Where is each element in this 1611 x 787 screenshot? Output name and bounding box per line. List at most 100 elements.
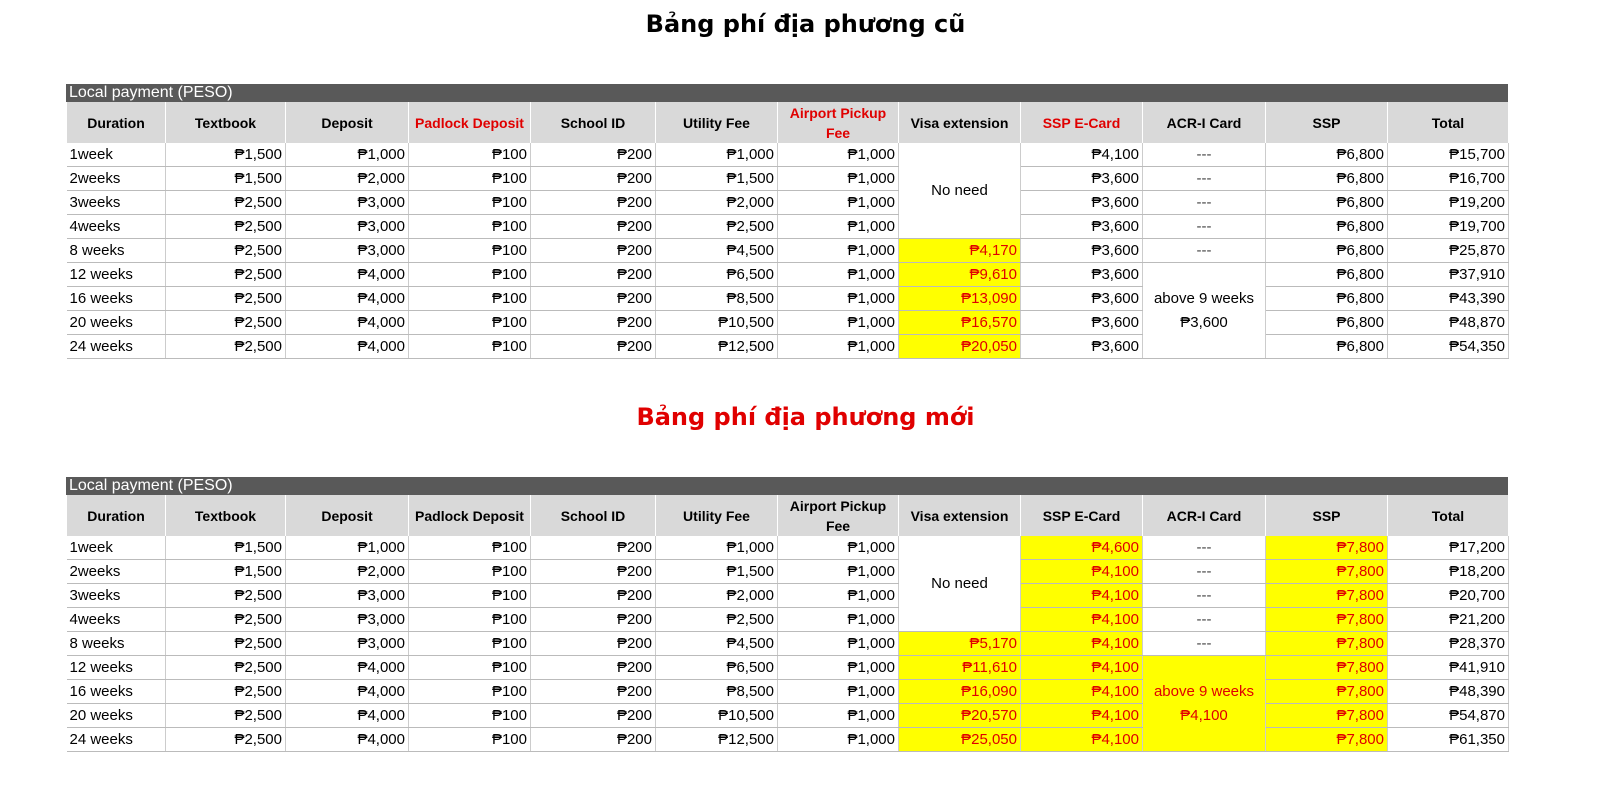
fee-cell: ₱2,500 (655, 214, 778, 239)
fee-cell: ₱19,200 (1387, 190, 1509, 215)
fee-cell: ₱4,500 (655, 631, 778, 656)
fee-cell: ₱100 (408, 214, 531, 239)
fee-cell: ₱6,800 (1265, 262, 1388, 287)
column-header: SSP (1265, 102, 1388, 143)
column-header: Airport Pickup Fee (777, 495, 899, 536)
fee-cell: --- (1142, 143, 1266, 167)
column-header: School ID (530, 102, 656, 143)
fee-cell: ₱4,100 (1020, 631, 1143, 656)
fee-cell: ₱10,500 (655, 703, 778, 728)
duration-cell: 24 weeks (66, 334, 166, 359)
fee-cell: ₱1,000 (777, 559, 899, 584)
fee-cell: ₱2,500 (165, 655, 286, 680)
fee-cell: ₱2,500 (165, 286, 286, 311)
fee-cell: ₱100 (408, 310, 531, 335)
fee-cell: ₱6,800 (1265, 334, 1388, 359)
table-row: 2weeks ₱1,500 ₱2,000 ₱100 ₱200 ₱1,500 ₱1,000 ₱3… (66, 166, 1509, 191)
fee-cell: ₱200 (530, 214, 656, 239)
fee-cell: ₱1,000 (777, 655, 899, 680)
fee-cell: ₱16,570 (898, 310, 1021, 335)
fee-cell: ₱200 (530, 166, 656, 191)
column-header: Textbook (165, 102, 286, 143)
fee-cell: ₱2,500 (165, 583, 286, 608)
fee-cell: ₱6,800 (1265, 143, 1388, 167)
fee-cell: ₱100 (408, 536, 531, 560)
duration-cell: 3weeks (66, 190, 166, 215)
fee-cell: ₱61,350 (1387, 727, 1509, 752)
table-row: 1week ₱1,500 ₱1,000 ₱100 ₱200 ₱1,000 ₱1,000 No … (66, 143, 1509, 239)
fee-cell: ₱200 (530, 190, 656, 215)
column-header: Padlock Deposit (408, 102, 531, 143)
fee-cell: ₱2,500 (165, 214, 286, 239)
fee-cell: ₱48,390 (1387, 679, 1509, 704)
column-header: SSP (1265, 495, 1388, 536)
fee-cell: ₱6,500 (655, 262, 778, 287)
fee-cell: ₱3,600 (1020, 310, 1143, 335)
fee-cell: ₱6,800 (1265, 238, 1388, 263)
fee-cell: ₱3,600 (1020, 166, 1143, 191)
fee-cell: ₱200 (530, 655, 656, 680)
fee-cell: ₱2,500 (655, 607, 778, 632)
fee-cell: ₱2,500 (165, 334, 286, 359)
fee-cell: ₱7,800 (1265, 727, 1388, 752)
fee-cell: ₱4,600 (1020, 536, 1143, 560)
column-header: Total (1387, 102, 1509, 143)
table-row: 12 weeks ₱2,500 ₱4,000 ₱100 ₱200 ₱6,500 ₱1,000… (66, 655, 1509, 752)
column-header: Visa extension (898, 102, 1021, 143)
fee-cell: ₱48,870 (1387, 310, 1509, 335)
fee-cell: ₱16,700 (1387, 166, 1509, 191)
fee-cell: ₱2,500 (165, 190, 286, 215)
fee-cell: --- (1142, 583, 1266, 608)
acr-above-9-weeks-cell: above 9 weeks ₱3,600 (1142, 262, 1266, 359)
fee-cell: ₱1,000 (777, 262, 899, 287)
fee-cell: ₱200 (530, 238, 656, 263)
fee-cell: ₱100 (408, 143, 531, 167)
duration-cell: 20 weeks (66, 703, 166, 728)
fee-cell: ₱7,800 (1265, 607, 1388, 632)
fee-cell: ₱15,700 (1387, 143, 1509, 167)
column-header: Deposit (285, 102, 409, 143)
fee-cell: ₱100 (408, 286, 531, 311)
fee-cell: ₱3,000 (285, 631, 409, 656)
fee-cell: ₱3,600 (1020, 286, 1143, 311)
fee-cell: --- (1142, 536, 1266, 560)
fee-cell: ₱25,050 (898, 727, 1021, 752)
duration-cell: 24 weeks (66, 727, 166, 752)
fee-cell: ₱2,500 (165, 679, 286, 704)
fee-cell: ₱2,500 (165, 262, 286, 287)
fee-cell: ₱2,000 (285, 559, 409, 584)
fee-cell: ₱3,000 (285, 190, 409, 215)
fee-cell: --- (1142, 607, 1266, 632)
fee-cell: --- (1142, 631, 1266, 656)
table-row: 24 weeks ₱2,500 ₱4,000 ₱100 ₱200 ₱12,500 ₱1,00… (66, 334, 1509, 359)
fee-cell: ₱100 (408, 607, 531, 632)
fee-cell: ₱2,000 (655, 190, 778, 215)
fee-cell: ₱200 (530, 286, 656, 311)
fee-cell: ₱1,500 (655, 166, 778, 191)
fee-cell: ₱100 (408, 166, 531, 191)
table-caption: Local payment (PESO) (66, 84, 1508, 102)
fee-cell: ₱16,090 (898, 679, 1021, 704)
fee-cell: ₱37,910 (1387, 262, 1509, 287)
fee-cell: ₱100 (408, 655, 531, 680)
fee-cell: ₱100 (408, 727, 531, 752)
duration-cell: 8 weeks (66, 238, 166, 263)
fee-cell: ₱20,700 (1387, 583, 1509, 608)
fee-cell: ₱9,610 (898, 262, 1021, 287)
fee-cell: ₱3,600 (1020, 334, 1143, 359)
fee-cell: ₱4,000 (285, 655, 409, 680)
table-row: 16 weeks ₱2,500 ₱4,000 ₱100 ₱200 ₱8,500 ₱1,000… (66, 679, 1509, 704)
fee-cell: ₱2,000 (285, 166, 409, 191)
table-row: 3weeks ₱2,500 ₱3,000 ₱100 ₱200 ₱2,000 ₱1,000 ₱3… (66, 190, 1509, 215)
fee-cell: ₱20,570 (898, 703, 1021, 728)
fee-cell: ₱3,600 (1020, 262, 1143, 287)
fee-cell: ₱2,500 (165, 631, 286, 656)
fee-cell: ₱19,700 (1387, 214, 1509, 239)
fee-cell: --- (1142, 238, 1266, 263)
fee-cell: ₱3,000 (285, 238, 409, 263)
fee-cell: ₱21,200 (1387, 607, 1509, 632)
fee-cell: ₱3,600 (1020, 190, 1143, 215)
fee-cell: ₱1,000 (655, 143, 778, 167)
fee-cell: ₱54,350 (1387, 334, 1509, 359)
table-row: 12 weeks ₱2,500 ₱4,000 ₱100 ₱200 ₱6,500 ₱1,000… (66, 262, 1509, 359)
